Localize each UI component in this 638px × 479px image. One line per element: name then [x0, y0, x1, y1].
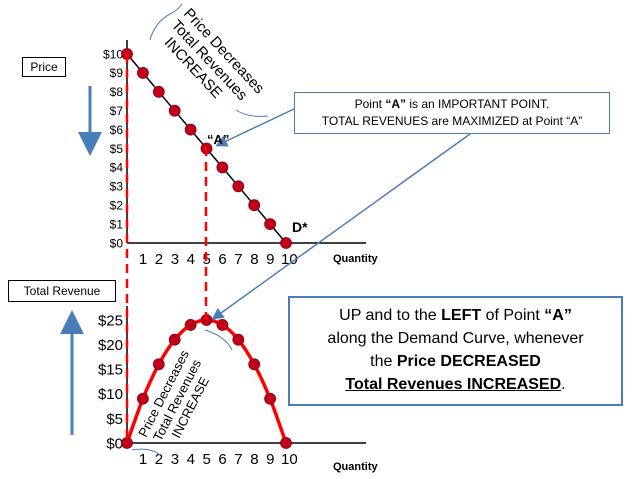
data-point — [216, 319, 229, 331]
x-tick-label: 7 — [234, 251, 242, 268]
y-tick-label: $5 — [106, 411, 123, 428]
quantity-label-top: Quantity — [333, 253, 378, 265]
x-tick-label: 4 — [187, 251, 195, 268]
summary-line-4: Total Revenues INCREASED. — [345, 376, 566, 393]
x-tick-label: 1 — [139, 251, 147, 268]
summary-line-3: the Price DECREASED — [370, 353, 541, 370]
x-tick-label: 10 — [281, 251, 298, 268]
total-revenue-chart: $0 $5 $10 $15 $20 $25 1 2 3 4 5 6 7 8 9 10 — [98, 306, 366, 468]
price-axis-label: Price — [22, 57, 66, 77]
data-point — [136, 67, 149, 79]
x-tick-label: 3 — [171, 451, 179, 468]
y-tick-label: $15 — [98, 362, 123, 379]
x-tick-label: 9 — [266, 251, 274, 268]
data-point — [232, 180, 245, 193]
brace-bottom — [204, 329, 233, 351]
brace-top-right — [235, 109, 269, 117]
y-tick-label: $4 — [110, 161, 124, 175]
y-tick-label: $10 — [98, 386, 123, 403]
callout-arrow-to-max — [211, 133, 471, 320]
callout-line-1: Point “A” is an IMPORTANT POINT. — [354, 97, 550, 111]
total-revenue-axis-label: Total Revenue — [8, 280, 116, 302]
data-point — [168, 104, 181, 117]
x-tick-label: 5 — [203, 451, 211, 468]
data-point — [280, 437, 292, 449]
data-point — [248, 199, 261, 212]
y-tick-label: $5 — [110, 142, 124, 156]
point-a-label: “A” — [207, 132, 229, 147]
y-tick-label: $6 — [110, 123, 124, 137]
summary-line-1: UP and to the LEFT of Point “A” — [339, 307, 572, 324]
y-tick-label: $2 — [110, 198, 124, 212]
summary-line-2: along the Demand Curve, whenever — [327, 330, 584, 347]
x-tick-label: 2 — [155, 451, 163, 468]
x-tick-label: 4 — [187, 451, 195, 468]
y-tick-label: $0 — [106, 435, 123, 452]
data-point — [264, 392, 277, 405]
data-point — [136, 392, 149, 405]
y-tick-label: $7 — [110, 104, 124, 118]
x-tick-label: 2 — [155, 251, 163, 268]
data-point — [184, 319, 197, 331]
data-point — [216, 161, 229, 174]
data-point — [152, 85, 165, 98]
brace-bottom-left — [131, 448, 161, 456]
demand-label: D* — [292, 219, 308, 235]
callout-arrow-to-a — [215, 107, 297, 147]
y-tick-label: $3 — [110, 180, 124, 194]
callout-line-2: TOTAL REVENUES are MAXIMIZED at Point “A… — [321, 114, 583, 128]
x-tick-label: 3 — [171, 251, 179, 268]
x-tick-label: 7 — [234, 451, 242, 468]
y-tick-label: $0 — [110, 236, 124, 250]
y-tick-label: $20 — [98, 337, 123, 354]
x-tick-label: 6 — [218, 451, 226, 468]
summary-box: UP and to the LEFT of Point “A” along th… — [288, 296, 623, 406]
x-tick-label: 6 — [218, 251, 226, 268]
x-tick-label: 1 — [139, 451, 147, 468]
data-point — [232, 333, 245, 346]
y-tick-label: $8 — [110, 85, 124, 99]
data-point — [152, 358, 165, 371]
data-point — [168, 333, 181, 346]
data-point — [280, 237, 292, 249]
point-a-callout: Point “A” is an IMPORTANT POINT. TOTAL R… — [294, 92, 610, 134]
data-point — [184, 123, 197, 136]
x-tick-label: 8 — [250, 251, 258, 268]
x-tick-label: 9 — [266, 451, 274, 468]
data-point — [264, 218, 277, 231]
y-tick-label: $25 — [98, 312, 123, 329]
y-tick-label: $10 — [103, 47, 123, 61]
brace-top — [149, 3, 183, 41]
y-tick-label: $1 — [110, 217, 124, 231]
quantity-tick-labels-bottom: 1 2 3 4 5 6 7 8 9 10 — [139, 451, 298, 468]
data-point — [248, 358, 261, 371]
top-annotation: Price Decreases Total Revenues INCREASE — [161, 5, 268, 104]
y-tick-label: $9 — [110, 66, 124, 80]
quantity-label-bottom: Quantity — [333, 461, 378, 473]
x-tick-label: 8 — [250, 451, 258, 468]
total-revenue-tick-labels: $0 $5 $10 $15 $20 $25 — [98, 312, 123, 452]
x-tick-label: 10 — [281, 451, 298, 468]
price-tick-labels: $0 $1 $2 $3 $4 $5 $6 $7 $8 $9 $10 — [103, 47, 123, 250]
